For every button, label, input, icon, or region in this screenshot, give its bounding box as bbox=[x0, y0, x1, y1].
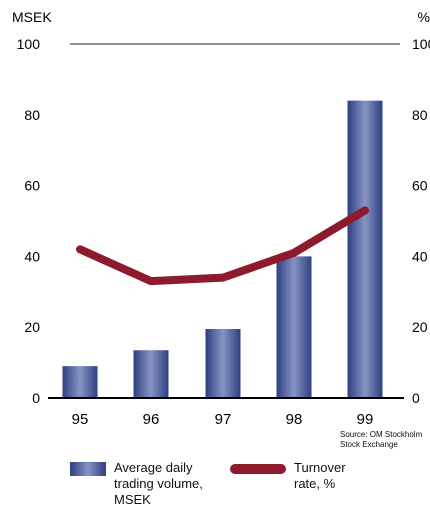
y-tick-right-0: 0 bbox=[412, 390, 420, 406]
bar-99 bbox=[347, 100, 383, 398]
bar-98 bbox=[276, 256, 312, 398]
legend-label-volume: Average daily trading volume, MSEK bbox=[114, 460, 203, 507]
bar-97 bbox=[205, 328, 241, 398]
right-axis-unit: % bbox=[418, 9, 430, 25]
y-tick-left-60: 60 bbox=[24, 178, 40, 194]
y-tick-right-80: 80 bbox=[412, 107, 428, 123]
bars bbox=[62, 100, 383, 398]
legend: Average daily trading volume, MSEK Turno… bbox=[70, 460, 430, 516]
legend-swatch-bar bbox=[70, 462, 106, 476]
legend-item-volume: Average daily trading volume, MSEK bbox=[70, 460, 203, 508]
x-tick-98: 98 bbox=[286, 411, 303, 428]
bar-95 bbox=[62, 366, 98, 398]
y-tick-left-100: 100 bbox=[17, 36, 41, 52]
y-tick-right-40: 40 bbox=[412, 248, 428, 264]
legend-item-turnover: Turnover rate, % bbox=[230, 460, 346, 492]
y-tick-left-40: 40 bbox=[24, 248, 40, 264]
left-axis-unit: MSEK bbox=[12, 9, 52, 25]
x-tick-97: 97 bbox=[215, 411, 232, 428]
x-tick-96: 96 bbox=[143, 411, 160, 428]
x-tick-95: 95 bbox=[72, 411, 89, 428]
y-tick-right-20: 20 bbox=[412, 319, 428, 335]
legend-swatch-line bbox=[230, 464, 286, 474]
source-note: Source: OM Stockholm Stock Exchange bbox=[340, 430, 423, 449]
turnover-line bbox=[76, 206, 369, 286]
x-tick-labels: 95 96 97 98 99 bbox=[72, 411, 374, 428]
x-tick-99: 99 bbox=[357, 411, 374, 428]
y-tick-left-20: 20 bbox=[24, 319, 40, 335]
y-tick-left-0: 0 bbox=[32, 390, 40, 406]
legend-label-turnover: Turnover rate, % bbox=[294, 460, 346, 491]
y-tick-right-60: 60 bbox=[412, 178, 428, 194]
right-y-ticks: 0 20 40 60 80 100 bbox=[412, 36, 430, 406]
bar-96 bbox=[133, 350, 169, 398]
left-y-ticks: 0 20 40 60 80 100 bbox=[17, 36, 41, 406]
y-tick-right-100: 100 bbox=[412, 36, 430, 52]
y-tick-left-80: 80 bbox=[24, 107, 40, 123]
